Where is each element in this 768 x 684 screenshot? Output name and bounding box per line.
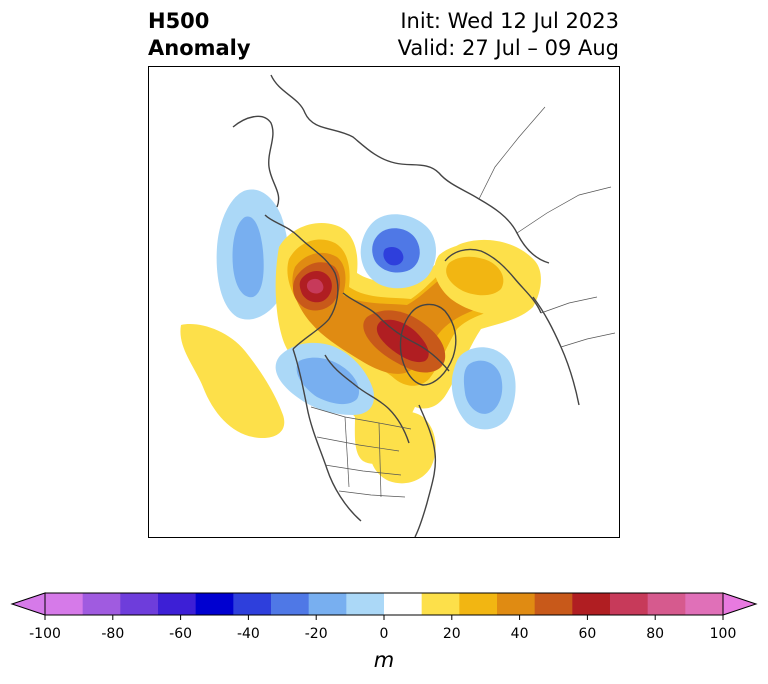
colorbar-segment <box>384 593 423 615</box>
colorbar-tick-label: 20 <box>442 626 461 642</box>
colorbar-segments <box>45 593 724 615</box>
colorbar-segment <box>82 593 121 615</box>
colorbar-segment <box>45 593 84 615</box>
colorbar-segment <box>534 593 573 615</box>
positive-anomaly-arctic-60 <box>376 319 429 363</box>
negative-anomaly-bering-core <box>232 216 264 298</box>
anomaly-fills <box>180 189 541 484</box>
colorbar-segment <box>610 593 649 615</box>
coastline-hudson-bay <box>324 354 410 444</box>
coastline-europe <box>532 296 580 406</box>
colorbar-segment <box>195 593 234 615</box>
colorbar-segment <box>308 593 347 615</box>
title-block: H500 Anomaly <box>148 8 251 62</box>
colorbar-tick-label: -40 <box>236 626 260 642</box>
colorbar-unit: m <box>373 648 395 672</box>
colorbar-segment <box>497 593 536 615</box>
colorbar-segment <box>421 593 460 615</box>
coastline-alaska <box>264 214 339 350</box>
border-russia-2 <box>516 186 612 234</box>
colorbar-segment <box>346 593 385 615</box>
border-europe-2 <box>560 332 616 348</box>
positive-anomaly-alaska-core <box>306 278 324 294</box>
colorbar-ticks <box>44 615 724 620</box>
colorbar-tick-label: -20 <box>304 626 328 642</box>
border-europe-1 <box>540 296 598 314</box>
political-borders <box>310 106 616 498</box>
border-russia-1 <box>478 106 546 200</box>
anomaly-map <box>180 74 616 537</box>
colorbar-under-arrow <box>10 592 46 616</box>
colorbar-segment <box>459 593 498 615</box>
colorbar-segment <box>271 593 310 615</box>
colorbar-segment <box>685 593 724 615</box>
colorbar-segment <box>572 593 611 615</box>
border-us-states-3 <box>338 490 406 498</box>
positive-anomaly-eastern-us <box>369 411 436 484</box>
coastline-kamchatka <box>232 115 280 208</box>
coastline-siberia <box>270 74 550 264</box>
colorbar-segment <box>158 593 197 615</box>
positive-anomaly-scandinavia-20 <box>446 256 504 296</box>
init-date: Init: Wed 12 Jul 2023 <box>400 9 619 33</box>
negative-anomaly-atlantic-core <box>463 360 503 414</box>
negative-anomaly-western-canada-core <box>296 357 360 405</box>
colorbar-tick-label: -100 <box>29 626 61 642</box>
coastline-canada-arctic <box>342 292 450 372</box>
colorbar-tick-label: 0 <box>379 626 389 642</box>
map-panel <box>148 66 620 538</box>
coastline-west-coast <box>292 348 362 522</box>
colorbar-tick-label: 60 <box>578 626 597 642</box>
colorbar-tick-label: 100 <box>709 626 737 642</box>
valid-range: Valid: 27 Jul – 09 Aug <box>397 36 619 60</box>
colorbar-tick-label: -80 <box>101 626 125 642</box>
border-us-meridian-1 <box>344 416 350 488</box>
colorbar-tick-label: -60 <box>169 626 193 642</box>
border-us-canada <box>310 406 412 430</box>
positive-anomaly-pacific <box>180 324 285 439</box>
coastline-scandinavia <box>444 248 542 314</box>
colorbar-segment <box>233 593 272 615</box>
colorbar-segment <box>120 593 159 615</box>
border-us-states-2 <box>324 464 402 476</box>
coastline-east-coast <box>414 404 437 537</box>
title-line-1: H500 <box>148 9 210 33</box>
colorbar <box>10 592 758 620</box>
colorbar-tick-label: 80 <box>646 626 665 642</box>
border-us-states-1 <box>316 436 400 452</box>
colorbar-over-arrow <box>722 592 758 616</box>
negative-anomaly-siberia-core <box>383 247 404 266</box>
coastline-greenland <box>399 303 457 386</box>
border-us-meridian-2 <box>378 422 382 498</box>
colorbar-tick-label: 40 <box>510 626 529 642</box>
colorbar-segment <box>647 593 686 615</box>
title-line-2: Anomaly <box>148 36 251 60</box>
date-block: Init: Wed 12 Jul 2023 Valid: 27 Jul – 09… <box>398 8 619 62</box>
